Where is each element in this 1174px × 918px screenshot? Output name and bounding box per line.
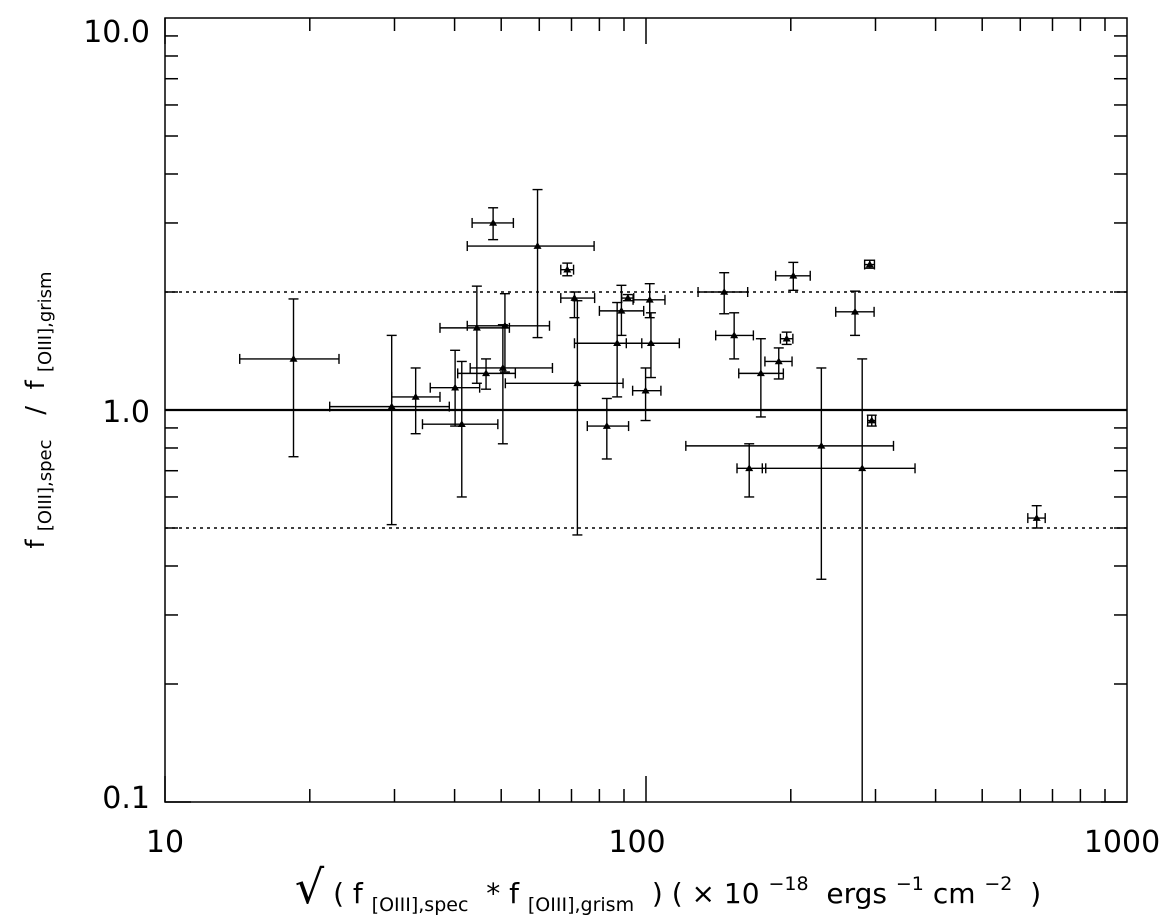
data-point [697,272,749,315]
data-point [466,293,551,373]
x-tick-label-left: 10 [146,825,184,860]
data-point [779,331,794,346]
triangle-marker [500,321,509,329]
y-tick-label-top: 10.0 [83,15,150,50]
data-point [685,367,895,580]
data-points [239,188,1046,802]
triangle-marker [851,307,860,315]
data-point [586,397,630,460]
triangle-marker [789,271,798,279]
triangle-marker [613,339,622,347]
plot-frame [164,17,1128,803]
triangle-marker [563,265,572,273]
data-point [329,334,451,526]
axis-ticks [164,18,1127,803]
data-point [625,312,681,379]
triangle-marker [457,420,466,427]
triangle-marker [867,416,876,424]
data-point [469,324,554,445]
x-tick-label-mid: 100 [608,825,665,860]
data-point [471,207,515,241]
y-axis-label: f [OIII],spec / f [OIII],grism [21,271,58,548]
triangle-marker [646,339,655,347]
data-point [866,414,877,427]
triangle-marker [865,260,874,268]
data-point [620,293,635,304]
x-tick-label-right: 1000 [1084,825,1160,860]
y-label-slash: / f [21,379,51,431]
data-point [761,358,916,802]
data-point [439,285,511,384]
x-label-exp-1: −1 [896,873,924,895]
x-label-ergs: ergs [817,877,887,910]
triangle-marker [858,464,867,472]
y-tick-labels: 10.0 1.0 0.1 [83,15,150,816]
triangle-marker [730,331,739,339]
data-point [632,282,666,319]
x-label-exp-18: −18 [768,873,808,895]
triangle-marker [645,295,654,303]
triangle-marker [472,323,481,331]
x-label-sub-grism: [OIII],grism [528,894,634,916]
data-point [736,443,767,498]
y-label-sub-grism: [OIII],grism [35,271,56,372]
x-label-cm: cm [933,877,976,910]
triangle-marker [289,354,298,362]
triangle-marker [623,294,632,301]
triangle-marker [817,441,826,449]
data-point [239,298,340,458]
triangle-marker [533,242,542,249]
data-point [560,262,575,277]
x-label-close: ) [1021,877,1041,910]
data-point [631,367,662,422]
data-point [560,291,596,319]
triangle-marker [1032,514,1041,521]
x-label-sub-spec: [OIII],spec [372,894,469,916]
x-axis-label: √ ( f [OIII],spec * f [OIII],grism ) ( ×… [295,860,1041,918]
y-label-f-spec: f [21,539,51,549]
triangle-marker [720,287,729,295]
y-tick-label-mid: 1.0 [102,395,150,430]
triangle-marker [782,334,791,342]
data-point [738,338,785,418]
data-point [714,312,755,360]
triangle-marker [570,294,579,301]
x-tick-labels: 10 100 1000 [146,825,1160,860]
data-point [466,188,595,339]
triangle-marker [489,218,498,226]
triangle-marker [756,369,765,377]
x-label-part-units: ) ( × 10 [643,877,760,910]
triangle-marker [573,379,582,387]
data-point [457,358,517,390]
triangle-marker [617,306,626,314]
data-point [863,259,876,270]
triangle-marker [774,357,783,365]
data-point [774,261,811,292]
triangle-marker [451,383,460,391]
data-point [598,284,645,337]
data-point [390,367,441,435]
sqrt-symbol: √ [295,860,325,914]
data-point [421,360,499,498]
triangle-marker [387,402,396,410]
data-point [764,347,793,380]
data-point [504,300,624,536]
triangle-marker [745,464,754,472]
triangle-marker [602,422,611,429]
y-label-sub-spec: [OIII],spec [35,440,56,532]
x-label-exp-2: −2 [984,873,1012,895]
data-point [835,290,875,337]
y-tick-label-bottom: 0.1 [102,781,150,816]
data-point [1027,504,1046,529]
data-point [429,349,481,427]
triangle-marker [641,386,650,394]
x-label-part-mid: * f [477,877,520,910]
triangle-marker [411,392,420,400]
triangle-marker [482,369,491,377]
x-label-part-open: ( f [333,877,364,910]
